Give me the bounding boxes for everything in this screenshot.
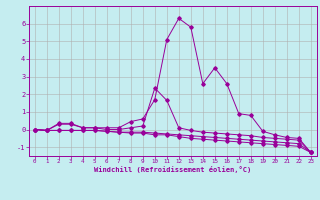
X-axis label: Windchill (Refroidissement éolien,°C): Windchill (Refroidissement éolien,°C) (94, 166, 252, 173)
